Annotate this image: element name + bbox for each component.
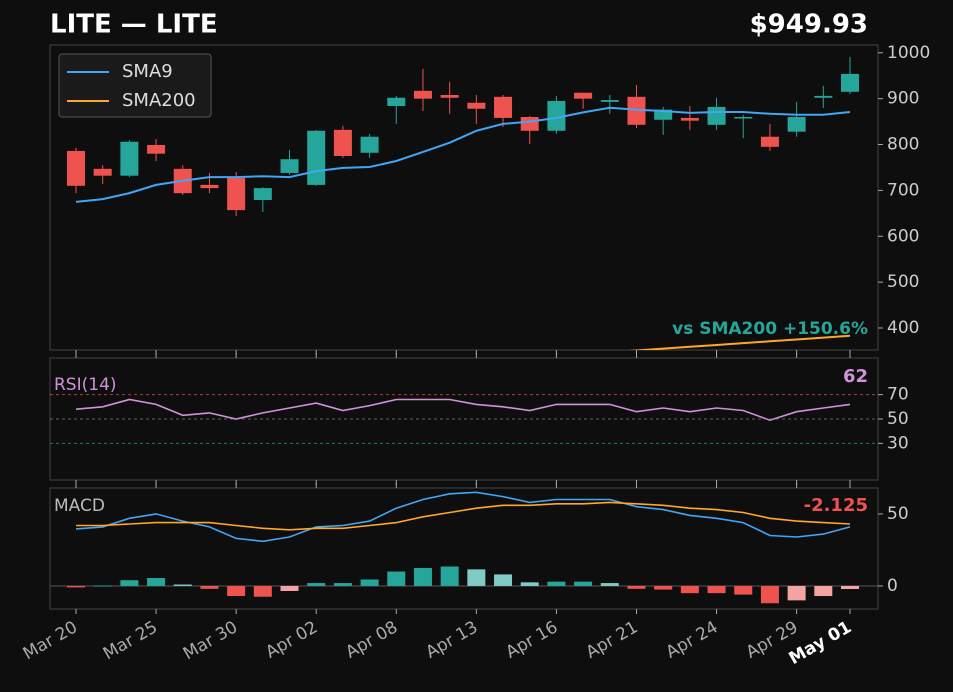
histogram-bar	[147, 578, 166, 586]
candle-body	[547, 100, 566, 131]
histogram-bar	[787, 585, 806, 601]
histogram-bar	[360, 579, 379, 586]
y-tick-label: 0	[887, 576, 898, 596]
price-label: $949.93	[750, 10, 868, 40]
candle-body	[627, 96, 646, 125]
y-tick-label: 400	[887, 318, 919, 338]
candle-body	[440, 94, 459, 98]
candle-body	[734, 117, 753, 119]
histogram-bar	[387, 571, 406, 586]
histogram-bar	[600, 583, 619, 586]
histogram-bar	[280, 585, 299, 591]
candle-body	[200, 184, 219, 189]
y-tick-label: 900	[887, 89, 919, 109]
histogram-bar	[413, 567, 432, 586]
histogram-bar	[547, 581, 566, 586]
y-tick-label: 600	[887, 226, 919, 246]
candle-body	[147, 144, 166, 154]
candle-body	[680, 117, 699, 121]
histogram-bar	[814, 585, 833, 597]
sma-line	[629, 334, 851, 350]
candle-body	[93, 168, 112, 176]
histogram-bar	[333, 583, 352, 586]
histogram-bar	[467, 569, 486, 586]
annotation: vs SMA200 +150.6%	[672, 319, 868, 339]
y-tick-label: 70	[887, 385, 909, 405]
candle-body	[333, 129, 352, 156]
candle-body	[253, 188, 272, 201]
sma-line	[75, 106, 851, 203]
plot-area	[67, 56, 859, 350]
panel	[49, 487, 879, 610]
legend-label: SMA200	[122, 90, 196, 111]
histogram-bar	[173, 584, 192, 586]
candle-body	[574, 92, 593, 99]
macd-line	[75, 491, 851, 543]
plot-area	[75, 398, 851, 422]
histogram-bar	[654, 585, 673, 590]
candle-body	[841, 73, 859, 92]
macd-line	[76, 501, 851, 531]
histogram-bar	[574, 581, 593, 586]
last-value: -2.125	[804, 495, 868, 516]
y-tick-label: 800	[887, 135, 919, 155]
candle-body	[654, 109, 673, 120]
histogram-bar	[494, 574, 513, 586]
candle-body	[707, 106, 726, 125]
histogram-bar	[440, 566, 459, 586]
y-tick-label: 500	[887, 272, 919, 292]
histogram-bar	[760, 585, 779, 604]
candle-body	[494, 96, 513, 118]
chart-title: LITE — LITE	[50, 10, 218, 40]
plot-area	[50, 491, 878, 604]
candle-body	[787, 117, 806, 132]
panel-label: RSI(14)	[54, 375, 117, 395]
histogram-bar	[307, 583, 326, 586]
panel-label: MACD	[54, 496, 105, 516]
candle-body	[360, 136, 379, 153]
candle-body	[814, 95, 833, 98]
y-tick-label: 700	[887, 180, 919, 200]
candle-body	[467, 102, 486, 109]
histogram-bar	[67, 585, 85, 588]
histogram-bar	[253, 585, 272, 597]
y-tick-label: 30	[887, 433, 909, 453]
y-tick-label: 50	[887, 409, 909, 429]
rsi-line	[75, 398, 851, 422]
last-value: 62	[843, 366, 868, 387]
legend-label: SMA9	[122, 61, 173, 82]
candle-body	[280, 159, 299, 173]
histogram-bar	[227, 585, 246, 597]
candle-body	[413, 90, 432, 99]
histogram-bar	[680, 585, 699, 594]
histogram-bar	[200, 585, 219, 589]
histogram-bar	[120, 580, 139, 586]
y-tick-label: 1000	[887, 43, 930, 63]
histogram-bar	[841, 585, 859, 590]
candle-body	[600, 100, 619, 102]
histogram-bar	[707, 585, 726, 594]
histogram-bar	[734, 585, 753, 595]
candle-body	[520, 117, 539, 131]
histogram-bar	[520, 582, 539, 586]
candle-body	[307, 130, 326, 185]
y-tick-label: 50	[887, 504, 909, 524]
candle-body	[387, 97, 406, 106]
candle-body	[67, 150, 85, 186]
candle-body	[227, 178, 246, 211]
histogram-bar	[93, 585, 112, 587]
histogram-bar	[627, 585, 646, 589]
candle-body	[120, 141, 139, 176]
candle-body	[760, 136, 779, 147]
